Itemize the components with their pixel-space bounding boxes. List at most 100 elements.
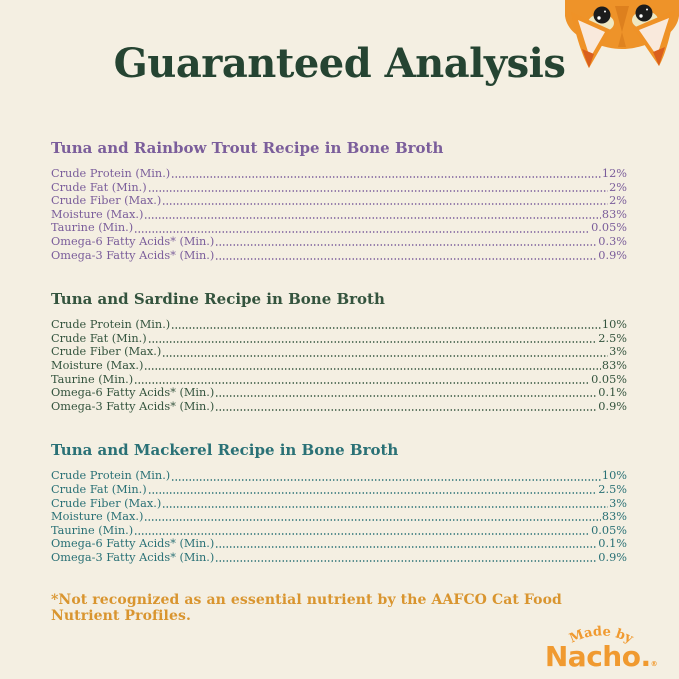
dotted-leader [171, 478, 601, 481]
nutrient-label: Crude Fat (Min.) [51, 482, 147, 496]
nutrient-value: 0.3% [598, 234, 627, 248]
nutrient-row: Crude Fat (Min.) 2.5% [51, 483, 627, 497]
nutrient-label: Omega-3 Fatty Acids* (Min.) [51, 248, 215, 262]
nutrient-label: Omega-6 Fatty Acids* (Min.) [51, 386, 215, 400]
nutrient-label: Taurine (Min.) [51, 221, 134, 235]
nutrient-row: Omega-6 Fatty Acids* (Min.) 0.1% [51, 386, 627, 400]
nutrient-label: Crude Fiber (Max.) [51, 194, 162, 208]
nutrient-row: Taurine (Min.) 0.05% [51, 221, 627, 235]
nutrient-row: Crude Protein (Min.) 10% [51, 318, 627, 332]
nutrient-label: Taurine (Min.) [51, 372, 134, 386]
nutrient-value: 2% [609, 194, 627, 208]
nutrient-value: 0.1% [598, 537, 627, 551]
nutrient-value: 83% [601, 510, 627, 524]
nutrient-value: 83% [601, 358, 627, 372]
nutrient-value: 0.9% [598, 248, 627, 262]
nutrient-label: Moisture (Max.) [51, 207, 144, 221]
nutrient-row: Omega-6 Fatty Acids* (Min.) 0.1% [51, 537, 627, 551]
dotted-leader [134, 230, 591, 233]
svg-text:Made by: Made by [567, 624, 635, 647]
dotted-leader [215, 560, 598, 563]
nutrient-label: Taurine (Min.) [51, 523, 134, 537]
nutrient-value: 0.9% [598, 399, 627, 413]
nutrient-label: Crude Protein (Min.) [51, 318, 171, 332]
dotted-leader [215, 395, 598, 398]
dotted-leader [147, 189, 609, 193]
nutrient-value: 10% [601, 318, 627, 332]
dotted-leader [215, 257, 598, 261]
nutrient-label: Omega-6 Fatty Acids* (Min.) [51, 537, 215, 551]
dotted-leader [162, 203, 609, 206]
nutrient-value: 0.9% [598, 550, 627, 564]
dotted-leader [134, 532, 591, 536]
dotted-leader [215, 546, 598, 549]
nutrient-label: Moisture (Max.) [51, 510, 144, 524]
section-heading: Tuna and Sardine Recipe in Bone Broth [51, 290, 385, 309]
made-by-nacho-logo: Made by Nacho.® [539, 623, 663, 671]
dotted-leader [215, 244, 598, 247]
nutrient-label: Moisture (Max.) [51, 358, 144, 372]
page-title: Guaranteed Analysis [113, 40, 566, 87]
brand-name: Nacho.® [539, 643, 663, 671]
nutrient-row: Crude Fat (Min.) 2.5% [51, 332, 627, 346]
dotted-leader [144, 368, 601, 371]
section-sardine: Tuna and Sardine Recipe in Bone Broth Cr… [51, 292, 627, 413]
nutrient-value: 12% [601, 167, 627, 180]
nutrient-row: Taurine (Min.) 0.05% [51, 524, 627, 538]
nutrient-label: Crude Protein (Min.) [51, 469, 171, 483]
nutrient-label: Omega-6 Fatty Acids* (Min.) [51, 234, 215, 248]
nutrient-value: 0.05% [591, 221, 627, 235]
nutrient-row: Omega-3 Fatty Acids* (Min.) 0.9% [51, 551, 627, 565]
nutrient-value: 2.5% [598, 482, 627, 496]
dotted-leader [147, 492, 598, 495]
section-heading: Tuna and Mackerel Recipe in Bone Broth [51, 441, 399, 460]
nutrient-label: Crude Fiber (Max.) [51, 345, 162, 359]
nutrient-row: Crude Fiber (Max.) 2% [51, 194, 627, 208]
nutrient-value: 83% [601, 207, 627, 221]
nutrient-value: 0.1% [598, 386, 627, 400]
peeking-cat-icon [565, 0, 679, 68]
nutrient-row: Moisture (Max.) 83% [51, 359, 627, 373]
dotted-leader [144, 216, 601, 220]
nutrient-row: Taurine (Min.) 0.05% [51, 373, 627, 387]
nutrient-row: Omega-6 Fatty Acids* (Min.) 0.3% [51, 235, 627, 249]
aafco-footnote: *Not recognized as an essential nutrient… [51, 592, 562, 625]
nutrient-row: Crude Fiber (Max.) 3% [51, 497, 627, 511]
section-mackerel: Tuna and Mackerel Recipe in Bone Broth C… [51, 443, 627, 564]
made-by-arc-text: Made by [567, 624, 635, 647]
section-heading: Tuna and Rainbow Trout Recipe in Bone Br… [51, 139, 444, 157]
dotted-leader [215, 408, 598, 412]
nutrient-value: 2.5% [598, 331, 627, 345]
dotted-leader [162, 505, 609, 509]
nutrient-label: Crude Fiber (Max.) [51, 496, 162, 510]
nutrient-label: Crude Fat (Min.) [51, 180, 147, 194]
dotted-leader [144, 519, 601, 522]
nutrient-label: Omega-3 Fatty Acids* (Min.) [51, 550, 215, 564]
nutrient-label: Omega-3 Fatty Acids* (Min.) [51, 399, 215, 413]
nutrient-row: Crude Fiber (Max.) 3% [51, 345, 627, 359]
nutrient-value: 2% [609, 180, 627, 194]
nutrient-value: 0.05% [591, 372, 627, 386]
nutrient-label: Crude Fat (Min.) [51, 331, 147, 345]
brand-text: Nacho. [544, 640, 651, 673]
nutrient-row: Crude Protein (Min.) 10% [51, 469, 627, 483]
dotted-leader [162, 354, 609, 357]
nutrient-row: Crude Protein (Min.) 12% [51, 167, 627, 181]
dotted-leader [171, 327, 601, 330]
dotted-leader [134, 381, 591, 385]
analysis-content: Tuna and Rainbow Trout Recipe in Bone Br… [51, 141, 627, 625]
nutrient-row: Moisture (Max.) 83% [51, 510, 627, 524]
nutrient-row: Crude Fat (Min.) 2% [51, 181, 627, 195]
nutrient-value: 3% [609, 496, 627, 510]
nutrient-label: Crude Protein (Min.) [51, 167, 171, 180]
nutrient-value: 10% [601, 469, 627, 483]
nutrient-row: Omega-3 Fatty Acids* (Min.) 0.9% [51, 400, 627, 414]
registered-mark: ® [650, 660, 658, 668]
dotted-leader [147, 340, 598, 344]
nutrient-value: 0.05% [591, 523, 627, 537]
nutrient-row: Omega-3 Fatty Acids* (Min.) 0.9% [51, 249, 627, 263]
section-rainbow-trout: Tuna and Rainbow Trout Recipe in Bone Br… [51, 141, 627, 262]
dotted-leader [171, 176, 601, 179]
made-by-label: Made by [567, 624, 635, 647]
